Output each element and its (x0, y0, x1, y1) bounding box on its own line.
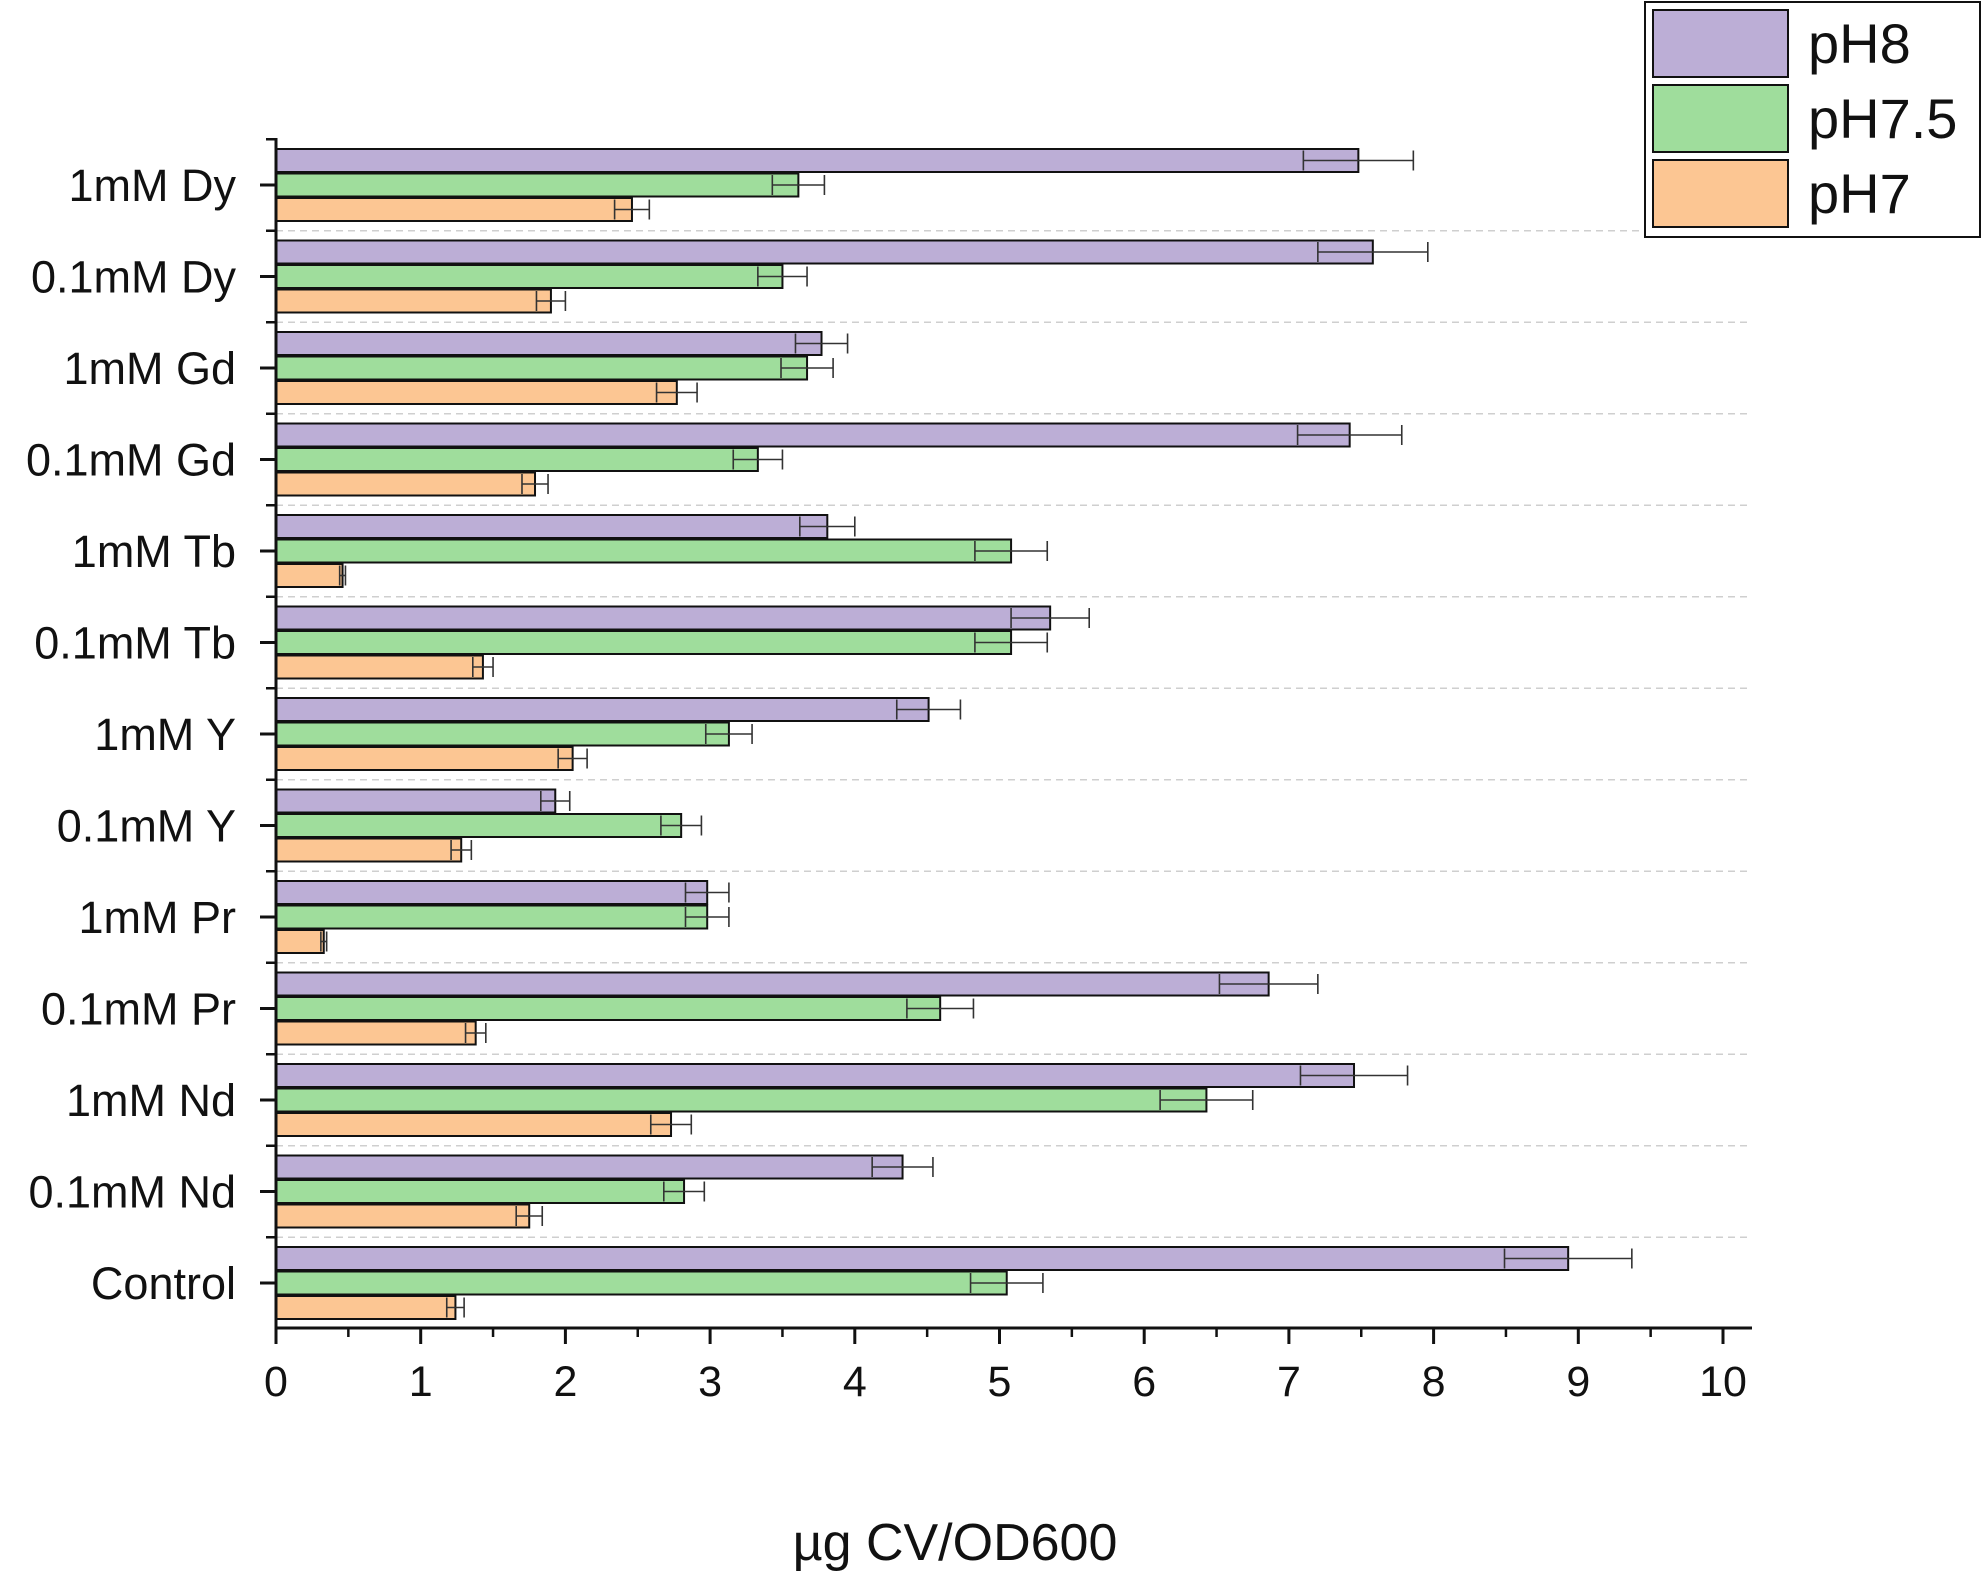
bar-ph7-5 (275, 813, 683, 838)
y-tick-label: Control (91, 1258, 236, 1309)
bar-ph8 (275, 239, 1374, 265)
y-tick-label: 1mM Y (94, 709, 236, 760)
bar-ph7-5 (275, 172, 800, 198)
y-tick-label: 1mM Gd (63, 343, 236, 394)
bar-ph7 (275, 929, 325, 954)
y-tick-label: 0.1mM Gd (26, 435, 236, 486)
y-tick-label: 1mM Dy (69, 160, 237, 211)
bar-ph7 (275, 837, 463, 863)
y-tick-label: 0.1mM Tb (34, 618, 236, 669)
bars (275, 148, 1633, 1320)
bar-ph7 (275, 1020, 477, 1046)
bar-ph7 (275, 746, 574, 771)
bar-ph8 (275, 880, 709, 905)
bar-ph7 (275, 1112, 673, 1137)
bar-ph7-5 (275, 721, 730, 747)
bar-ph8 (275, 331, 823, 356)
bar-ph8 (275, 1154, 904, 1180)
bar-ph7 (275, 654, 484, 680)
bar-ph7 (275, 1295, 457, 1320)
x-axis-title: µg CV/OD600 (793, 1514, 1118, 1572)
y-tick-label: 1mM Tb (72, 526, 236, 577)
bar-ph8 (275, 605, 1052, 631)
bar-ph8 (275, 514, 829, 539)
bar-ph7 (275, 380, 678, 405)
bar-ph7-5 (275, 538, 1013, 564)
x-tick-label: 4 (843, 1358, 867, 1406)
legend-swatch (1652, 159, 1789, 228)
bar-ph7-5 (275, 996, 942, 1021)
x-tick-label: 10 (1699, 1358, 1747, 1406)
bar-ph7 (275, 288, 552, 314)
bar-ph8 (275, 1246, 1570, 1271)
bar-ph7-5 (275, 447, 759, 472)
bar-ph8 (275, 422, 1351, 448)
legend-swatch (1652, 9, 1789, 78)
bar-ph7 (275, 563, 344, 588)
x-tick-label: 6 (1132, 1358, 1156, 1406)
bar-ph7 (275, 471, 537, 497)
bar-ph8 (275, 697, 930, 722)
x-tick-label: 9 (1566, 1358, 1590, 1406)
bar-ph7-5 (275, 630, 1013, 655)
y-tick-label: 0.1mM Pr (41, 984, 236, 1035)
y-tick-label: 1mM Pr (79, 892, 237, 943)
x-tick-label: 2 (553, 1358, 577, 1406)
y-tick-label: 0.1mM Nd (28, 1167, 236, 1218)
y-tick-label: 0.1mM Y (57, 801, 236, 852)
bar-ph7-5 (275, 904, 709, 930)
bar-ph8 (275, 788, 557, 814)
axes: 1mM Dy 0.1mM Dy 1mM Gd 0.1mM Gd 1mM Tb 0.1mM … (26, 138, 1752, 1406)
bar-ph8 (275, 1063, 1356, 1088)
grid-lines (276, 230, 1750, 1238)
y-tick-label: 1mM Nd (66, 1075, 236, 1126)
legend: pH8 pH7.5 pH7 (1644, 1, 1981, 238)
x-tick-label: 5 (988, 1358, 1012, 1406)
x-tick-label: 3 (698, 1358, 722, 1406)
bar-ph7 (275, 1203, 531, 1229)
x-tick-label: 1 (409, 1358, 433, 1406)
bar-ph7-5 (275, 355, 809, 381)
bar-ph8 (275, 971, 1270, 997)
bar-ph7-5 (275, 1179, 686, 1204)
y-tick-label: 0.1mM Dy (31, 252, 237, 303)
bar-ph7-5 (275, 1270, 1008, 1296)
x-tick-label: 7 (1277, 1358, 1301, 1406)
bar-ph7-5 (275, 1087, 1208, 1113)
bar-ph7 (275, 197, 633, 222)
legend-label: pH7 (1808, 162, 1911, 225)
bar-ph8 (275, 148, 1360, 173)
x-tick-label: 8 (1422, 1358, 1446, 1406)
legend-label: pH7.5 (1808, 87, 1957, 150)
bar-ph7-5 (275, 264, 784, 289)
legend-label: pH8 (1808, 12, 1911, 75)
x-tick-label: 0 (264, 1358, 288, 1406)
legend-swatch (1652, 84, 1789, 153)
